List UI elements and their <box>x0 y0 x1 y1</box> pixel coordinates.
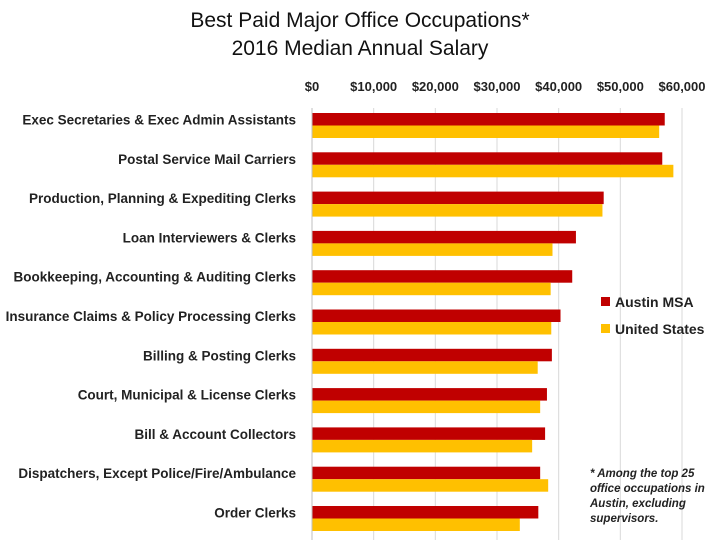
bar-austin-msa <box>312 506 539 519</box>
bar-united-states <box>312 282 551 296</box>
bar-united-states <box>312 125 660 138</box>
bar-united-states <box>312 518 520 531</box>
bar-austin-msa <box>312 388 547 401</box>
x-tick-label: $10,000 <box>350 79 397 94</box>
category-label: Insurance Claims & Policy Processing Cle… <box>6 309 296 324</box>
category-label: Exec Secretaries & Exec Admin Assistants <box>22 113 296 128</box>
bar-united-states <box>312 400 541 414</box>
bar-austin-msa <box>312 348 552 362</box>
bar-united-states <box>312 164 674 178</box>
bar-austin-msa <box>312 427 546 440</box>
category-label: Production, Planning & Expediting Clerks <box>29 191 296 206</box>
category-label: Bill & Account Collectors <box>134 427 296 442</box>
bar-united-states <box>312 361 538 374</box>
bar-austin-msa <box>312 230 576 244</box>
bar-austin-msa <box>312 466 541 480</box>
chart-title: Best Paid Major Office Occupations* <box>190 9 530 32</box>
category-label: Order Clerks <box>214 506 296 521</box>
bar-austin-msa <box>312 152 663 165</box>
category-label: Postal Service Mail Carriers <box>118 152 296 167</box>
footnote: * Among the top 25 office occupations in… <box>590 468 705 525</box>
legend-swatch <box>601 324 610 333</box>
bar-united-states <box>312 243 553 256</box>
legend-label: Austin MSA <box>615 294 694 310</box>
x-tick-label: $0 <box>305 79 319 94</box>
x-tick-label: $20,000 <box>412 79 459 94</box>
bar-austin-msa <box>312 270 573 283</box>
x-tick-label: $50,000 <box>597 79 644 94</box>
bar-austin-msa <box>312 191 604 205</box>
category-label: Bookkeeping, Accounting & Auditing Clerk… <box>13 270 296 285</box>
bar-austin-msa <box>312 309 561 322</box>
bar-austin-msa <box>312 113 665 126</box>
x-tick-label: $60,000 <box>659 79 706 94</box>
category-label: Loan Interviewers & Clerks <box>123 230 296 245</box>
bar-united-states <box>312 439 533 453</box>
bar-united-states <box>312 204 603 217</box>
x-tick-label: $40,000 <box>535 79 582 94</box>
bar-united-states <box>312 479 549 492</box>
chart-subtitle: 2016 Median Annual Salary <box>231 37 489 60</box>
legend-swatch <box>601 297 610 306</box>
category-label: Dispatchers, Except Police/Fire/Ambulanc… <box>18 466 296 481</box>
category-label: Court, Municipal & License Clerks <box>78 388 296 403</box>
bar-united-states <box>312 322 552 335</box>
category-label: Billing & Posting Clerks <box>143 348 296 363</box>
legend-label: United States <box>615 321 705 337</box>
x-tick-label: $30,000 <box>474 79 521 94</box>
